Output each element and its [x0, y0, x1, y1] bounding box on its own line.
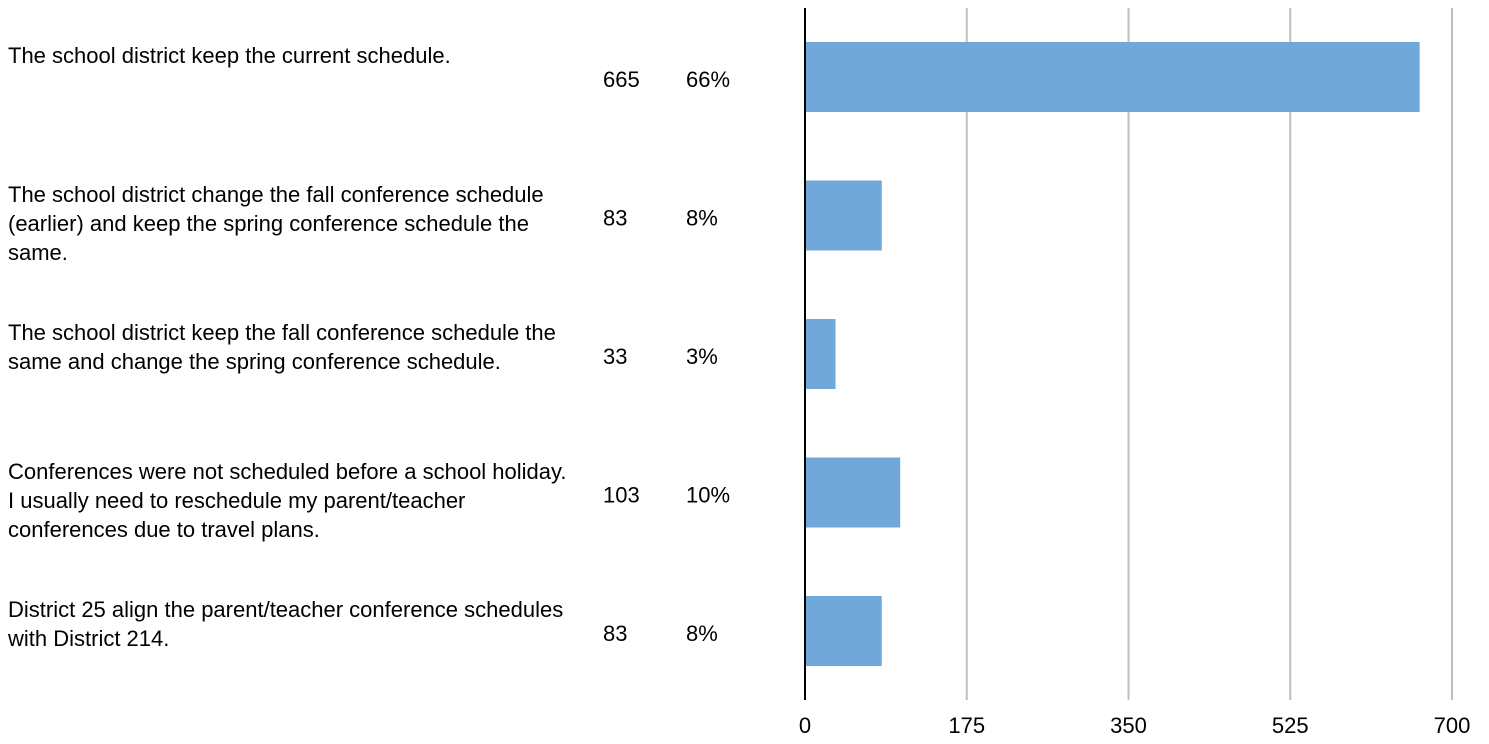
- bar: [805, 457, 901, 528]
- category-label: The school district keep the current sch…: [8, 43, 451, 68]
- bar: [805, 596, 882, 666]
- category-label: The school district keep the fall confer…: [8, 320, 556, 374]
- x-tick-label: 350: [1110, 713, 1147, 738]
- percent-label: 66%: [686, 67, 730, 92]
- percent-label: 8%: [686, 205, 718, 230]
- bar: [805, 319, 836, 389]
- percent-label: 8%: [686, 621, 718, 646]
- category-label: The school district change the fall conf…: [8, 181, 544, 265]
- x-tick-label: 0: [799, 713, 811, 738]
- percent-label: 3%: [686, 344, 718, 369]
- x-tick-label: 525: [1272, 713, 1309, 738]
- count-label: 83: [603, 621, 627, 646]
- count-label: 33: [603, 344, 627, 369]
- x-tick-label: 700: [1434, 713, 1471, 738]
- category-label: Conferences were not scheduled before a …: [8, 458, 567, 542]
- count-label: 103: [603, 482, 640, 507]
- category-label: District 25 align the parent/teacher con…: [8, 597, 564, 651]
- count-label: 665: [603, 67, 640, 92]
- bar: [805, 42, 1420, 112]
- count-label: 83: [603, 205, 627, 230]
- percent-label: 10%: [686, 482, 730, 507]
- bar: [805, 180, 882, 251]
- x-tick-label: 175: [948, 713, 985, 738]
